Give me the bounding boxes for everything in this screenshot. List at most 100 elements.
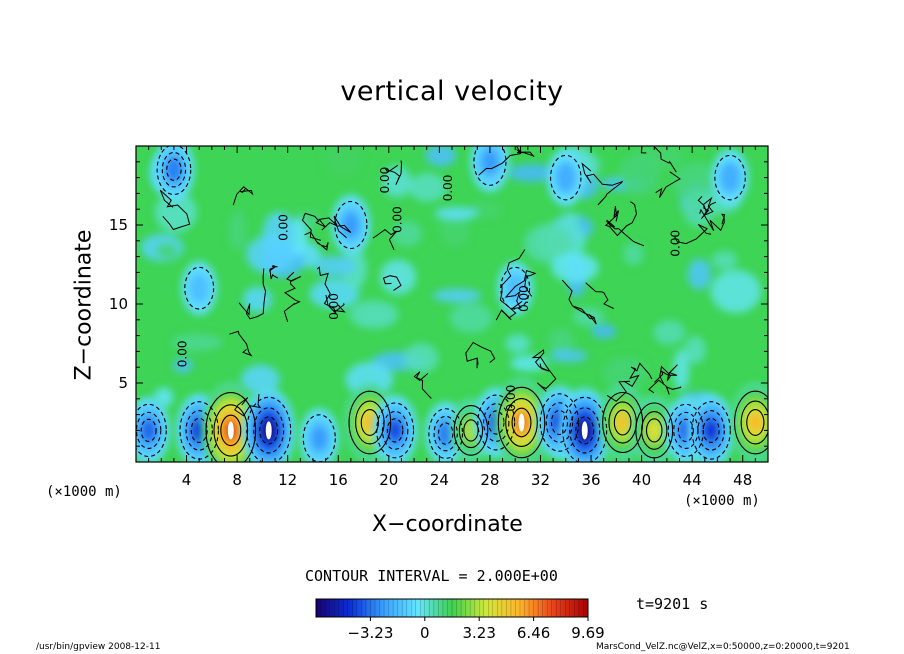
texture-blob [155,242,179,259]
contour-ellipse [213,404,249,457]
contour-line [478,146,535,176]
contour-ellipse [613,409,632,436]
contour-ellipse [156,146,192,196]
contour-line [674,224,712,245]
x-tick-label: 40 [632,471,651,489]
contour-ellipse [550,154,582,201]
contour-ellipse [140,418,157,443]
contour-line [604,201,638,237]
texture-blob [673,349,690,391]
contour-ellipse [334,200,368,250]
contour-value-label: 0.00 [441,175,455,202]
texture-blob [349,300,399,329]
contour-ellipse [641,410,668,450]
contour-ellipse [161,151,187,188]
contour-line [382,275,402,291]
contour-line [561,279,597,325]
contour-line [495,249,526,321]
texture-blob [391,221,423,247]
x-tick-label: 12 [278,471,297,489]
texture-blob [240,364,281,395]
contour-ellipse [483,403,510,442]
feature-ring [436,420,455,447]
texture-blob [379,259,417,295]
contour-line [504,269,537,310]
footer-left: /usr/bin/gpview 2008-12-11 [36,642,161,652]
texture-blob [551,252,599,283]
x-tick-label: 20 [379,471,398,489]
feature-ring [310,425,328,451]
colorbar-tick-label: 3.23 [462,624,495,642]
feature-ring [141,419,157,442]
contour-line [531,349,557,392]
contour-ellipse [677,418,694,443]
chart-title: vertical velocity [340,76,564,107]
contour-ellipse [487,410,505,435]
contour-ellipse [497,386,546,459]
contour-ellipse [453,405,489,456]
texture-blob [711,250,738,270]
y-axis-ticks: 5 10 15 [109,161,768,447]
background-texture [140,146,762,408]
colorbar-tick-label: 0 [420,624,430,642]
contour-ellipse [562,396,608,462]
contour-ellipse [539,393,580,452]
y-tick-label: 5 [118,374,128,392]
contour-ellipse [136,403,167,458]
feature-peak [581,421,588,440]
contour-ellipse [428,408,464,459]
x-unit-left: (×1000 m) [46,484,122,500]
contour-ellipse [550,409,569,436]
texture-blob [548,328,574,353]
feature-peak [265,421,272,440]
contour-line [699,208,726,232]
contour-ellipse [348,390,392,455]
contour-ellipse [386,418,404,443]
contour-line [304,231,329,251]
texture-blob [314,255,357,277]
contour-line [465,341,496,369]
y-tick-label: 15 [109,216,128,234]
x-tick-label: 24 [430,471,449,489]
texture-blob [323,146,362,178]
time-label: t=9201 s [636,595,709,613]
contour-ellipse [500,266,531,310]
contour-ellipse [645,418,663,443]
feature-ring [387,418,403,443]
x-tick-label: 28 [480,471,499,489]
texture-blob [403,343,439,374]
x-axis-ticks: 4 8 12 16 20 24 28 32 36 40 44 48 [148,146,756,489]
contour-value-label: 0.00 [390,206,404,233]
contour-value-label: 0.00 [277,214,291,241]
texture-blob [687,258,712,290]
contour-ellipse [376,402,415,459]
velocity-feature [688,394,735,462]
feature-ring [554,161,577,194]
colorbar-tick-label: −3.23 [347,624,393,642]
contour-line [648,379,682,395]
texture-blob [154,191,197,233]
contour-ellipse [545,402,574,443]
x-axis-label: X−coordinate [372,512,523,537]
contour-line [268,265,279,280]
velocity-feature [711,149,749,207]
contour-ellipse [505,398,538,447]
contour-ellipse [437,422,454,445]
contour-ellipse [360,409,379,436]
colorbar-ticks: −3.23 0 3.23 6.46 9.69 [347,617,605,642]
texture-blob [673,161,722,203]
texture-blob [434,206,478,220]
contour-line [581,162,624,206]
texture-blob [548,349,588,363]
feature-ring [165,156,183,183]
contour-ellipse [190,417,208,443]
contour-line [238,268,267,320]
velocity-feature [153,146,195,202]
texture-blob [603,357,648,390]
texture-blob [505,334,531,354]
contour-line [321,215,352,239]
contour-ellipse [691,401,731,460]
contour-ellipse [511,407,532,438]
feature-ring [481,149,499,175]
